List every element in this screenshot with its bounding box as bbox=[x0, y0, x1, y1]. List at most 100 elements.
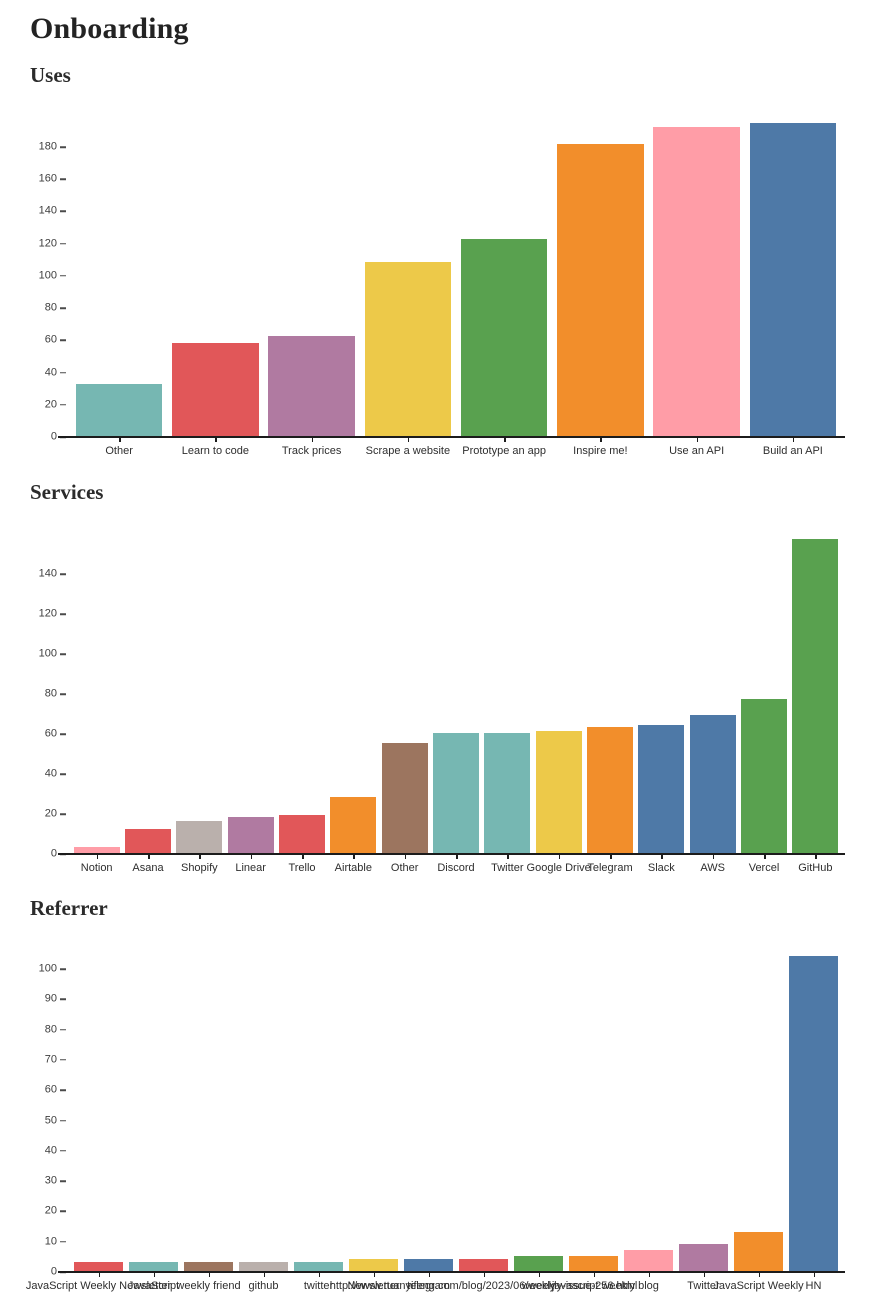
bar-twitter bbox=[293, 1261, 344, 1271]
bar-trello bbox=[278, 815, 326, 853]
x-axis-category-label: Build an API bbox=[762, 445, 823, 457]
bar-javascript-weekly bbox=[733, 1231, 784, 1271]
x-axis-category-label: Newsletter bbox=[347, 1280, 400, 1292]
y-axis-tick-mark bbox=[60, 371, 66, 374]
y-axis-tick-label: 120 bbox=[38, 237, 57, 250]
x-axis-category-label: Track prices bbox=[281, 445, 342, 457]
bar-twitter bbox=[678, 1243, 729, 1271]
y-axis-tick-mark bbox=[60, 813, 66, 815]
y-axis-tick-mark bbox=[60, 146, 66, 148]
y-axis-tick-label: 10 bbox=[44, 1235, 57, 1248]
y-axis-tick-label: 0 bbox=[50, 1265, 57, 1278]
x-axis-tick-mark bbox=[153, 1273, 155, 1277]
bar-github bbox=[238, 1261, 289, 1271]
x-axis-tick-mark bbox=[661, 855, 663, 859]
x-axis-tick-mark bbox=[98, 1273, 100, 1277]
x-axis-tick-mark bbox=[96, 855, 99, 859]
x-axis-tick-mark bbox=[483, 1273, 485, 1277]
x-axis-category-label: AWS bbox=[700, 862, 725, 874]
x-axis-category-label: Trello bbox=[288, 862, 316, 874]
page-title: Onboarding bbox=[30, 12, 189, 45]
y-axis-tick-mark bbox=[60, 339, 66, 342]
x-axis-category-label: GitHub bbox=[798, 862, 833, 874]
x-axis-tick-mark bbox=[250, 855, 253, 859]
y-axis-tick-label: 20 bbox=[44, 807, 57, 820]
x-axis-category-label: Linear bbox=[235, 862, 266, 874]
y-axis-tick-label: 80 bbox=[44, 1023, 57, 1036]
bar-shopify bbox=[176, 821, 223, 853]
x-axis-category-label: weekly friend bbox=[176, 1280, 241, 1292]
x-axis-tick-mark bbox=[148, 855, 150, 859]
x-axis-category-label: github bbox=[248, 1280, 279, 1292]
y-axis-tick-mark bbox=[60, 1180, 66, 1182]
x-axis-tick-mark bbox=[119, 438, 121, 442]
x-axis-tick-mark bbox=[428, 1273, 430, 1277]
bar-discord bbox=[432, 733, 480, 853]
y-axis-tick-label: 50 bbox=[44, 1114, 57, 1126]
bar-hn bbox=[788, 955, 839, 1271]
section-title-uses: Uses bbox=[30, 63, 71, 87]
x-axis-tick-mark bbox=[208, 1273, 210, 1277]
x-axis-tick-mark bbox=[712, 855, 715, 859]
y-axis-tick-label: 20 bbox=[44, 1204, 57, 1217]
y-axis-tick-label: 140 bbox=[38, 567, 57, 580]
x-axis-category-label: twitter bbox=[303, 1280, 334, 1292]
y-axis-tick-label: 30 bbox=[44, 1174, 57, 1187]
bar-use-an-api bbox=[653, 126, 740, 436]
y-axis-tick-label: 40 bbox=[44, 1144, 57, 1157]
bar-track-prices bbox=[268, 336, 355, 436]
bar-other bbox=[381, 743, 428, 853]
x-axis-tick-mark bbox=[407, 438, 410, 442]
bar-inspire-me bbox=[557, 144, 644, 436]
bar-build-an-api bbox=[749, 123, 837, 436]
y-axis-tick-mark bbox=[60, 210, 66, 213]
bar-blog bbox=[623, 1249, 674, 1271]
y-axis-tick-mark bbox=[60, 733, 66, 735]
x-axis-category-label: telegram bbox=[407, 1280, 450, 1292]
x-axis-line bbox=[58, 1271, 845, 1273]
y-axis-tick-mark bbox=[60, 178, 66, 180]
x-axis-category-label: Vercel bbox=[748, 862, 780, 874]
x-axis-line bbox=[58, 853, 845, 855]
x-axis-tick-mark bbox=[302, 855, 304, 859]
x-axis-tick-mark bbox=[696, 438, 699, 442]
x-axis-category-label: Other bbox=[105, 445, 133, 457]
x-axis-tick-mark bbox=[558, 855, 561, 859]
x-axis-category-label: Other bbox=[390, 862, 419, 874]
y-axis-tick-mark bbox=[60, 693, 66, 695]
y-axis-tick-label: 60 bbox=[44, 727, 57, 740]
bar-other bbox=[75, 384, 163, 436]
bar-prototype-an-app bbox=[460, 239, 548, 436]
bar-telegram bbox=[586, 727, 634, 853]
bar-google-drive bbox=[535, 731, 582, 853]
y-axis-tick-label: 100 bbox=[38, 962, 57, 975]
bar-newsletter bbox=[348, 1258, 399, 1271]
x-axis-tick-mark bbox=[311, 438, 314, 442]
x-axis-category-label: Google Drive bbox=[526, 862, 591, 874]
y-axis-tick-label: 180 bbox=[38, 140, 57, 153]
x-axis-tick-mark bbox=[507, 855, 509, 859]
y-axis-tick-mark bbox=[60, 242, 66, 245]
x-axis-tick-mark bbox=[758, 1273, 760, 1277]
y-axis-tick-label: 60 bbox=[44, 1083, 57, 1096]
bar-javascript bbox=[128, 1261, 179, 1271]
x-axis-tick-mark bbox=[404, 855, 407, 859]
y-axis-tick-mark bbox=[60, 1119, 66, 1122]
y-axis-tick-label: 120 bbox=[38, 607, 57, 620]
bar-aws bbox=[689, 715, 736, 853]
x-axis-category-label: Twitter bbox=[491, 862, 524, 874]
y-axis-tick-mark bbox=[60, 275, 66, 277]
y-axis-tick-label: 80 bbox=[44, 687, 57, 700]
x-axis-tick-mark bbox=[538, 1273, 540, 1277]
section-title-referrer: Referrer bbox=[30, 896, 108, 920]
bar-javascript-weekly-newsletter bbox=[73, 1261, 124, 1271]
x-axis-tick-mark bbox=[318, 1273, 320, 1277]
y-axis-tick-mark bbox=[60, 853, 66, 855]
y-axis-tick-label: 20 bbox=[44, 398, 57, 411]
bar-weekly-friend bbox=[183, 1261, 234, 1271]
y-axis-tick-label: 80 bbox=[44, 301, 57, 314]
bar-slack bbox=[638, 725, 685, 853]
bar-linear bbox=[227, 817, 274, 853]
y-axis-tick-label: 90 bbox=[44, 992, 57, 1005]
